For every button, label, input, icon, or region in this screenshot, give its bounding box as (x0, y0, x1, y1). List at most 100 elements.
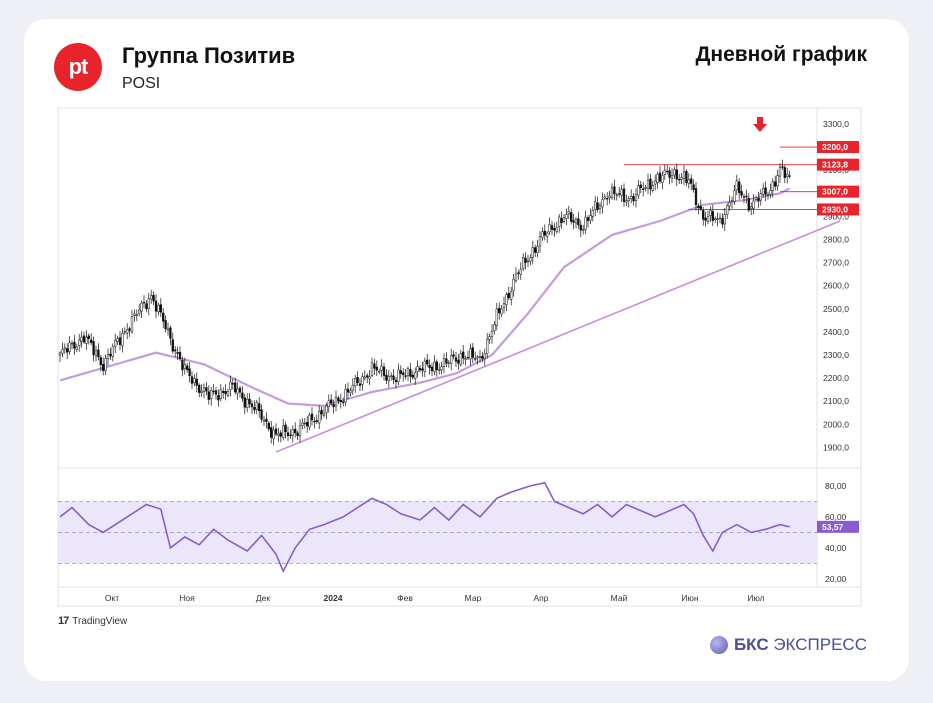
candle-down (265, 418, 268, 422)
candle-down (178, 351, 182, 360)
candle-down (560, 218, 563, 223)
price-level-tag (817, 185, 859, 198)
rsi-tick-label: 40,00 (825, 543, 847, 553)
candle-down (260, 409, 263, 420)
candle-up (363, 376, 366, 379)
down-arrow-shape (753, 117, 767, 132)
candle-up (438, 369, 441, 371)
candle-down (474, 358, 477, 360)
candle-up (229, 381, 232, 391)
time-tick-label: 2024 (324, 593, 343, 603)
candle-up (349, 390, 352, 393)
price-tick-label: 2100,0 (823, 396, 849, 406)
candle-down (342, 401, 345, 403)
candle-up (670, 175, 674, 179)
express-label: ЭКСПРЕСС (768, 635, 867, 654)
candle-up (414, 372, 417, 379)
candle-down (241, 392, 244, 399)
candle-down (118, 337, 122, 345)
candle-up (750, 206, 753, 210)
candle-up (322, 413, 326, 416)
candle-down (284, 424, 287, 432)
candle-up (114, 340, 117, 347)
candle-down (632, 196, 635, 202)
candle-down (169, 327, 172, 339)
level-lines-layer (624, 146, 817, 210)
candle-up (361, 376, 364, 385)
candle-up (354, 378, 357, 387)
logo-text: pt (68, 54, 89, 79)
candle-down (238, 387, 242, 393)
candle-down (198, 384, 201, 393)
candle-down (152, 295, 155, 302)
company-logo: pt (54, 43, 102, 91)
candle-up (75, 346, 78, 350)
price-tick-label: 2600,0 (823, 281, 849, 291)
candle-up (541, 231, 544, 238)
candle-up (531, 247, 534, 258)
time-tick-label: Май (611, 593, 628, 603)
ticker-symbol: POSI (122, 75, 161, 92)
candle-up (70, 342, 74, 345)
candle-down (310, 413, 314, 421)
time-tick-label: Окт (105, 593, 119, 603)
candle-down (411, 374, 414, 378)
candle-down (764, 187, 767, 195)
candle-down (570, 212, 573, 222)
candle-up (680, 177, 683, 180)
candle-up (308, 414, 311, 428)
candle-up (505, 294, 508, 306)
candle-up (219, 389, 222, 400)
candle-up (615, 194, 618, 196)
candle-up (733, 190, 736, 202)
candle-up (610, 187, 614, 198)
candle-down (92, 341, 95, 356)
moving-average-layer (59, 187, 791, 408)
candle-down (430, 366, 434, 372)
candle-down (572, 220, 575, 223)
candle-up (562, 217, 566, 222)
price-level-label: 3007,0 (822, 187, 848, 197)
candle-up (598, 205, 602, 209)
time-tick-label: Ноя (179, 593, 195, 603)
candle-down (550, 225, 554, 230)
candle-up (94, 350, 98, 357)
candle-down (366, 375, 369, 378)
candle-up (469, 348, 472, 360)
candle-down (471, 347, 474, 358)
candle-down (692, 184, 695, 190)
candle-up (200, 390, 203, 393)
candle-down (421, 368, 424, 371)
candle-up (442, 358, 446, 367)
candle-down (128, 328, 131, 331)
candle-down (658, 172, 662, 182)
candle-down (142, 301, 146, 304)
candle-down (186, 365, 189, 370)
price-tick-label: 2500,0 (823, 304, 849, 314)
candle-up (351, 384, 354, 391)
candle-up (111, 346, 114, 357)
candle-up (486, 339, 489, 355)
candle-up (714, 218, 717, 220)
candle-up (344, 388, 347, 403)
time-axis-labels: Окт Ноя Дек 2024 Фев Мар Апр Май Июн Июл (105, 593, 765, 603)
candle-down (171, 339, 174, 352)
candle-down (774, 181, 777, 187)
candle-up (80, 336, 83, 342)
candle-up (529, 257, 532, 262)
candle-down (145, 303, 148, 310)
candle-up (682, 171, 686, 179)
time-tick-label: Мар (465, 593, 482, 603)
candle-down (402, 372, 405, 376)
candle-up (301, 422, 304, 426)
candle-up (277, 433, 280, 436)
candle-down (97, 349, 100, 358)
chart-svg: 3300,03100,03000,02900,02800,02700,02600… (57, 107, 862, 607)
candle-down (435, 361, 438, 371)
candle-up (548, 224, 551, 233)
candle-up (150, 295, 153, 300)
candle-down (742, 196, 746, 198)
price-tick-label: 1900,0 (823, 442, 849, 452)
candle-up (771, 181, 774, 191)
rsi-value-label: 53,57 (822, 522, 844, 532)
